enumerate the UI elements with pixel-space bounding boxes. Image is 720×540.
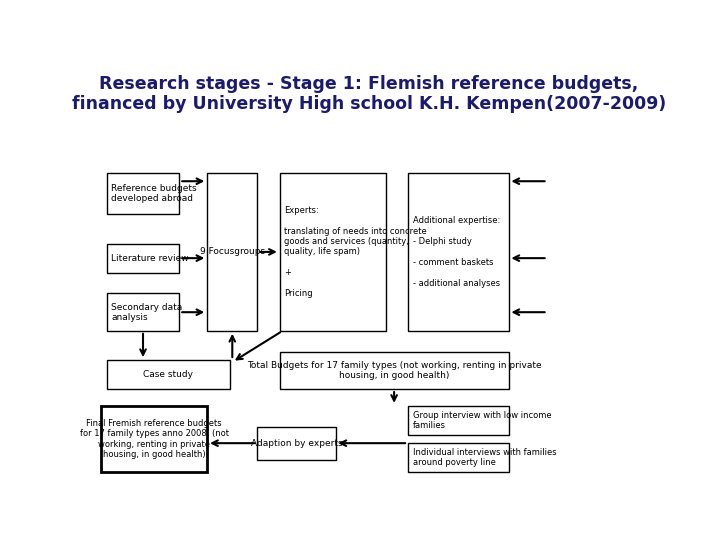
FancyBboxPatch shape — [107, 244, 179, 273]
Text: Group interview with low income
families: Group interview with low income families — [413, 410, 551, 430]
Text: Reference budgets
developed abroad: Reference budgets developed abroad — [111, 184, 197, 204]
FancyBboxPatch shape — [107, 360, 230, 389]
Text: Case study: Case study — [143, 370, 193, 379]
Text: Final Fremish reference budgets
for 17 family types anno 2008, (not
working, ren: Final Fremish reference budgets for 17 f… — [80, 419, 229, 459]
Text: Total Budgets for 17 family types (not working, renting in private
housing, in g: Total Budgets for 17 family types (not w… — [247, 361, 541, 380]
FancyBboxPatch shape — [408, 406, 508, 435]
Text: Adaption by experts: Adaption by experts — [251, 438, 342, 448]
Text: Individual interviews with families
around poverty line: Individual interviews with families arou… — [413, 448, 556, 468]
FancyBboxPatch shape — [107, 173, 179, 214]
FancyBboxPatch shape — [258, 427, 336, 460]
FancyBboxPatch shape — [107, 294, 179, 331]
Text: Additional expertise:

- Delphi study

- comment baskets

- additional analyses: Additional expertise: - Delphi study - c… — [413, 216, 500, 288]
FancyBboxPatch shape — [280, 352, 508, 389]
Text: Literature review: Literature review — [111, 254, 189, 262]
FancyBboxPatch shape — [408, 173, 508, 331]
FancyBboxPatch shape — [101, 406, 207, 472]
FancyBboxPatch shape — [408, 443, 508, 472]
FancyBboxPatch shape — [280, 173, 386, 331]
Text: 9 Focusgroups: 9 Focusgroups — [199, 247, 265, 256]
FancyBboxPatch shape — [207, 173, 258, 331]
Text: Experts:

translating of needs into concrete
goods and services (quantity,
quali: Experts: translating of needs into concr… — [284, 206, 427, 298]
Text: Research stages - Stage 1: Flemish reference budgets,
financed by University Hig: Research stages - Stage 1: Flemish refer… — [72, 75, 666, 113]
Text: Secondary data
analysis: Secondary data analysis — [111, 302, 182, 322]
